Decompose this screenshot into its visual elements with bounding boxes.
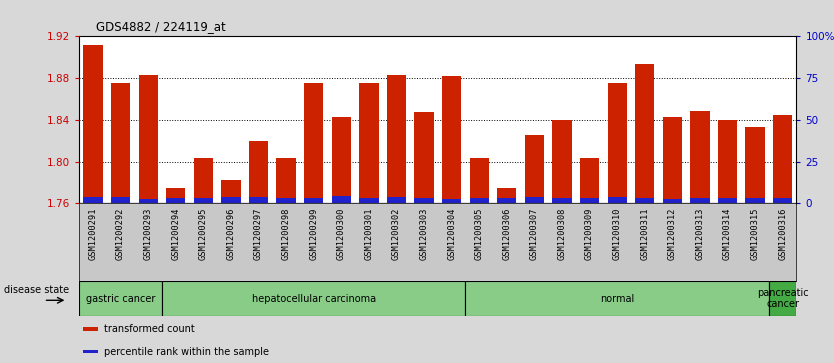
Bar — [304, 83, 324, 203]
Bar — [249, 141, 269, 203]
Bar — [166, 198, 185, 203]
Text: GSM1200308: GSM1200308 — [557, 207, 566, 260]
Text: GSM1200301: GSM1200301 — [364, 207, 374, 260]
Text: GSM1200298: GSM1200298 — [282, 207, 290, 260]
Bar — [162, 281, 465, 316]
Bar — [607, 197, 627, 203]
Bar — [635, 65, 655, 203]
Text: transformed count: transformed count — [104, 324, 195, 334]
Bar — [663, 199, 682, 203]
Bar — [607, 83, 627, 203]
Bar — [221, 197, 240, 203]
Bar — [359, 198, 379, 203]
Bar — [769, 281, 796, 316]
Bar — [497, 188, 516, 203]
Text: GSM1200296: GSM1200296 — [227, 207, 235, 260]
Bar — [470, 158, 489, 203]
Bar — [746, 198, 765, 203]
Bar — [442, 199, 461, 203]
Bar — [525, 197, 544, 203]
Text: GSM1200305: GSM1200305 — [475, 207, 484, 260]
Bar — [276, 158, 296, 203]
Text: percentile rank within the sample: percentile rank within the sample — [104, 347, 269, 357]
Bar — [304, 198, 324, 203]
Text: GSM1200316: GSM1200316 — [778, 207, 787, 260]
Text: GSM1200304: GSM1200304 — [447, 207, 456, 260]
Text: GSM1200300: GSM1200300 — [337, 207, 346, 260]
Bar — [580, 198, 599, 203]
Bar — [111, 197, 130, 203]
Text: GSM1200311: GSM1200311 — [641, 207, 649, 260]
Bar — [552, 198, 571, 203]
Bar — [746, 127, 765, 203]
Text: GSM1200312: GSM1200312 — [668, 207, 677, 260]
Bar — [83, 197, 103, 203]
Bar — [663, 117, 682, 203]
Bar — [635, 198, 655, 203]
Text: disease state: disease state — [4, 285, 69, 295]
Bar — [525, 135, 544, 203]
Bar — [249, 197, 269, 203]
Bar — [83, 45, 103, 203]
Text: GSM1200303: GSM1200303 — [420, 207, 429, 260]
Text: pancreatic
cancer: pancreatic cancer — [757, 288, 808, 309]
Bar — [138, 75, 158, 203]
Bar — [359, 83, 379, 203]
Bar — [387, 197, 406, 203]
Text: GSM1200307: GSM1200307 — [530, 207, 539, 260]
Bar — [414, 113, 434, 203]
Bar — [332, 117, 351, 203]
Bar — [718, 120, 737, 203]
Bar — [773, 198, 792, 203]
Text: normal: normal — [600, 294, 635, 303]
Bar — [138, 199, 158, 203]
Bar — [470, 198, 489, 203]
Bar — [414, 198, 434, 203]
Text: GSM1200291: GSM1200291 — [88, 207, 98, 260]
Bar — [497, 198, 516, 203]
Bar — [166, 188, 185, 203]
Text: gastric cancer: gastric cancer — [86, 294, 155, 303]
Bar — [580, 158, 599, 203]
Bar — [276, 198, 296, 203]
Bar — [111, 83, 130, 203]
Text: GSM1200292: GSM1200292 — [116, 207, 125, 260]
Bar — [691, 111, 710, 203]
Bar — [193, 158, 213, 203]
Bar — [718, 198, 737, 203]
Bar — [79, 281, 162, 316]
Text: GSM1200314: GSM1200314 — [723, 207, 732, 260]
Bar — [552, 120, 571, 203]
Bar — [442, 76, 461, 203]
Bar — [221, 180, 240, 203]
Bar — [83, 350, 98, 353]
Bar — [332, 196, 351, 203]
Text: GSM1200310: GSM1200310 — [613, 207, 621, 260]
Bar — [83, 327, 98, 331]
Bar — [193, 198, 213, 203]
Text: GSM1200297: GSM1200297 — [254, 207, 263, 260]
Text: GSM1200293: GSM1200293 — [143, 207, 153, 260]
Text: GSM1200295: GSM1200295 — [198, 207, 208, 260]
Text: GSM1200309: GSM1200309 — [585, 207, 594, 260]
Text: GSM1200299: GSM1200299 — [309, 207, 319, 260]
Text: GSM1200302: GSM1200302 — [392, 207, 401, 260]
Text: GSM1200306: GSM1200306 — [502, 207, 511, 260]
Bar — [465, 281, 769, 316]
Text: GDS4882 / 224119_at: GDS4882 / 224119_at — [96, 20, 226, 33]
Text: GSM1200294: GSM1200294 — [171, 207, 180, 260]
Bar — [773, 115, 792, 203]
Bar — [387, 75, 406, 203]
Text: GSM1200315: GSM1200315 — [751, 207, 760, 260]
Text: GSM1200313: GSM1200313 — [696, 207, 705, 260]
Text: hepatocellular carcinoma: hepatocellular carcinoma — [252, 294, 376, 303]
Bar — [691, 198, 710, 203]
